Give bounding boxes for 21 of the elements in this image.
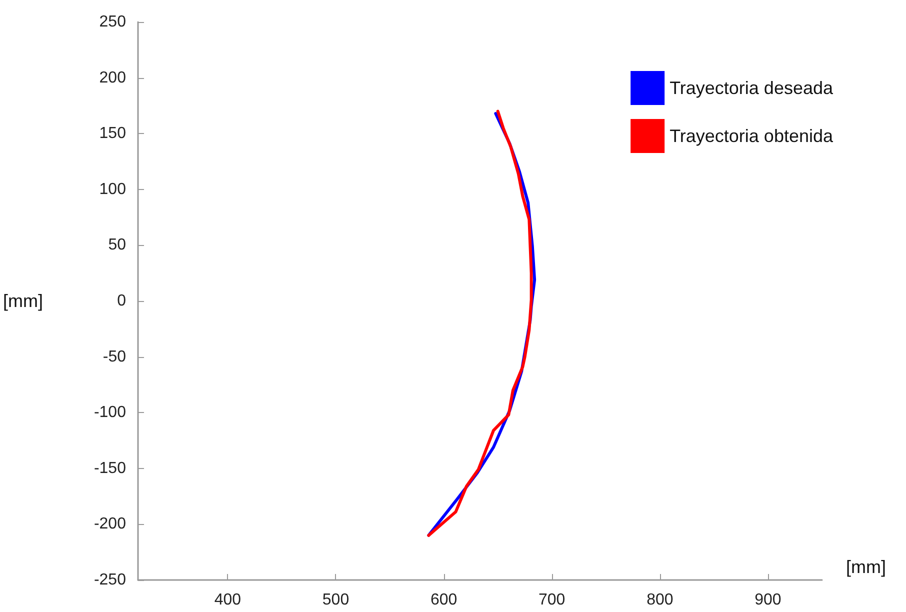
y-tick-label: 100 [99,180,126,198]
x-tick-label: 600 [430,592,458,608]
y-tick-label: -100 [94,404,126,422]
x-axis-title: [mm] [846,557,886,577]
y-tick-label: -250 [94,572,126,588]
x-tick-label: 400 [214,592,242,608]
x-tick-label: 500 [322,592,350,608]
x-tick-label: 700 [538,592,566,608]
x-tick-label: 800 [646,592,674,608]
y-tick-label: -50 [102,348,126,366]
y-tick-label: 200 [99,69,126,86]
y-tick-label: 150 [99,125,126,142]
y-tick-label: -200 [94,516,126,533]
legend-label: Trayectoria deseada [670,78,834,98]
y-tick-label: 0 [117,292,126,310]
legend-label: Trayectoria obtenida [670,126,834,146]
y-axis-title: [mm] [2,291,43,311]
x-tick-label: 900 [754,592,782,608]
y-tick-label: 50 [108,236,126,254]
y-tick-label: 250 [99,14,126,30]
y-tick-label: -150 [94,460,126,477]
